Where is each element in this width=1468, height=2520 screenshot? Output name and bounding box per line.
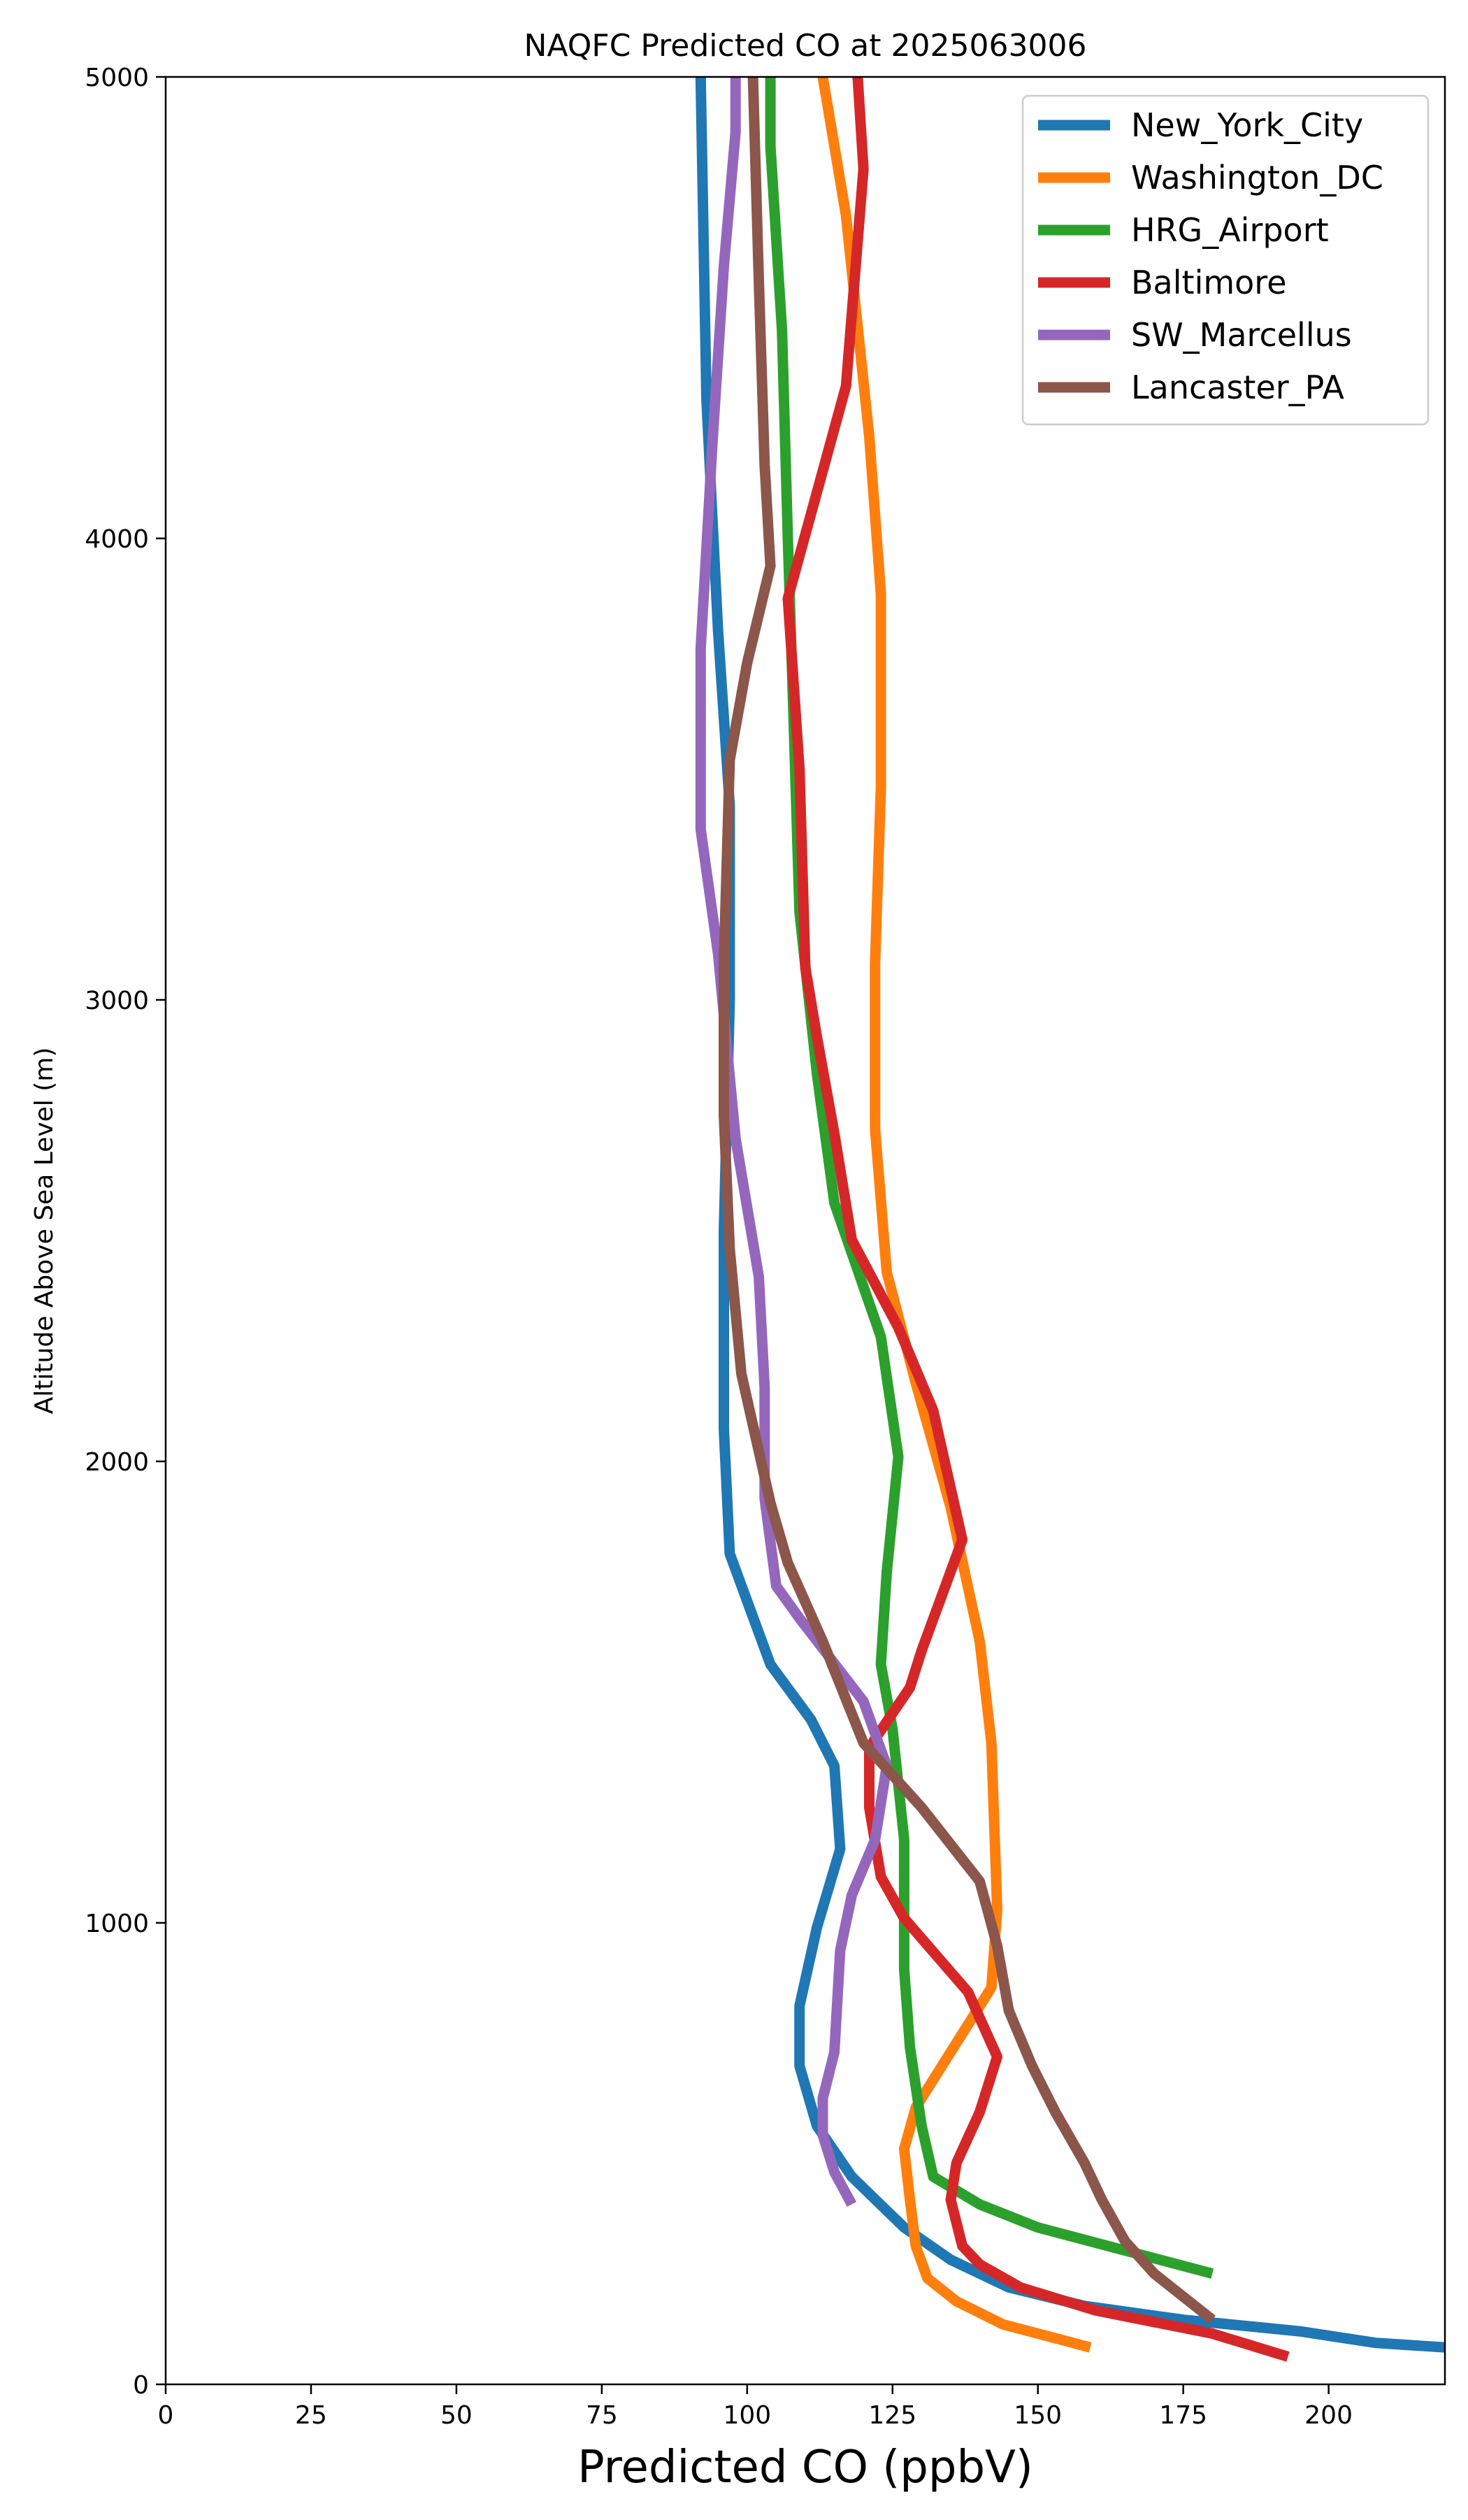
x-tick-label: 200 <box>1304 2401 1353 2430</box>
x-tick-label: 0 <box>158 2401 174 2430</box>
x-tick-label: 125 <box>868 2401 916 2430</box>
x-tick-label: 25 <box>295 2401 327 2430</box>
x-tick-label: 75 <box>586 2401 618 2430</box>
y-tick-label: 5000 <box>85 64 149 92</box>
x-tick-label: 50 <box>440 2401 473 2430</box>
y-tick-label: 0 <box>133 2371 149 2400</box>
legend-box <box>1021 94 1430 426</box>
series-line-lancaster-pa <box>719 77 1216 2324</box>
y-tick-label: 3000 <box>85 987 149 1015</box>
legend: New_York_City Washington_DC HRG_Airport Bal… <box>1021 94 1430 426</box>
ticks-layer: 0 25 50 75 100 125 150 175 200010002000300040005… <box>85 64 1353 2430</box>
y-tick-label: 1000 <box>85 1910 149 1938</box>
axes-layer <box>164 76 1446 2386</box>
y-tick-label: 2000 <box>85 1448 149 1477</box>
legend-label-hrg-airport: HRG_Airport <box>1131 211 1329 249</box>
legend-label-lancaster-pa: Lancaster_PA <box>1131 368 1344 406</box>
chart-title: NAQFC Predicted CO at 2025063006 <box>524 28 1087 64</box>
legend-label-washington-dc: Washington_DC <box>1131 159 1383 196</box>
plot-frame <box>164 76 1446 2386</box>
x-tick-label: 175 <box>1159 2401 1207 2430</box>
legend-label-baltimore: Baltimore <box>1131 264 1287 301</box>
x-axis-label: Predicted CO (ppbV) <box>577 2442 1033 2493</box>
legend-label-sw-marcellus: SW_Marcellus <box>1131 316 1352 354</box>
series-line-washington-dc <box>817 77 1092 2353</box>
series-layer <box>695 77 1445 2362</box>
x-tick-label: 100 <box>723 2401 771 2430</box>
legend-label-new-york-city: New_York_City <box>1131 106 1363 144</box>
series-line-sw-marcellus <box>695 77 892 2207</box>
y-tick-label: 4000 <box>85 525 149 554</box>
x-tick-label: 150 <box>1014 2401 1062 2430</box>
y-axis-label: Altitude Above Sea Level (m) <box>30 1047 59 1415</box>
